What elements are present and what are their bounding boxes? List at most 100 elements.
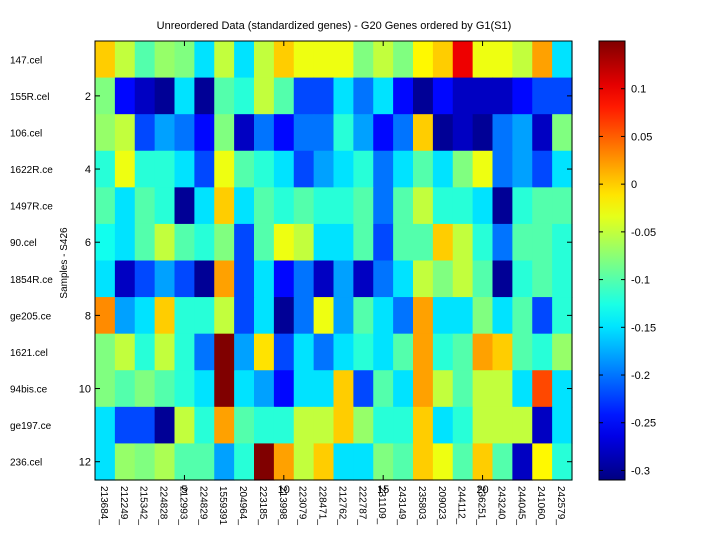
heatmap-cell bbox=[353, 77, 374, 115]
x-tick-label: 15 bbox=[377, 484, 389, 496]
heatmap-cell bbox=[214, 41, 235, 79]
heatmap-cell bbox=[432, 150, 454, 188]
y-tick-label: 12 bbox=[79, 457, 91, 469]
heatmap-cell bbox=[373, 77, 394, 115]
heatmap-cell bbox=[413, 77, 434, 115]
heatmap-cell bbox=[273, 187, 295, 225]
heatmap-cell bbox=[293, 41, 315, 79]
heatmap-cell bbox=[512, 406, 533, 445]
heatmap-cell bbox=[234, 187, 255, 225]
heatmap-cell bbox=[313, 443, 335, 481]
heatmap-cell bbox=[214, 150, 235, 188]
heatmap-cell bbox=[512, 150, 533, 188]
column-label: 212993_ bbox=[177, 486, 188, 525]
heatmap-cell bbox=[134, 150, 156, 188]
heatmap-cell bbox=[333, 114, 354, 152]
heatmap-cell bbox=[452, 406, 474, 445]
heatmap-cell bbox=[413, 297, 434, 335]
heatmap-cell bbox=[472, 223, 494, 262]
heatmap-cell bbox=[532, 297, 553, 335]
column-labels: 213684_ 212249_ 215342_ 224828_ 212993_ 22482… bbox=[98, 486, 566, 525]
heatmap-cell bbox=[432, 260, 454, 298]
heatmap-cell bbox=[373, 297, 394, 335]
column-label: 236251_ bbox=[476, 486, 487, 525]
y-tick-label: 10 bbox=[79, 384, 91, 396]
column-label: 1559391 bbox=[217, 486, 228, 525]
heatmap-cell bbox=[134, 223, 156, 262]
heatmap-cell bbox=[492, 406, 513, 445]
heatmap-cell bbox=[194, 187, 215, 225]
heatmap-cell bbox=[432, 406, 454, 445]
row-label: 147.cel bbox=[10, 55, 42, 66]
heatmap-cell bbox=[353, 333, 374, 371]
heatmap-cell bbox=[512, 297, 533, 335]
heatmap-cell bbox=[552, 443, 573, 481]
heatmap-cell bbox=[154, 41, 176, 79]
row-label: 1622R.ce bbox=[10, 165, 53, 176]
heatmap-cell bbox=[393, 187, 414, 225]
heatmap-cell bbox=[134, 406, 156, 445]
heatmap-cell bbox=[552, 297, 573, 335]
heatmap-cell bbox=[273, 114, 295, 152]
heatmap-cell bbox=[452, 114, 474, 152]
x-tick-label: 10 bbox=[278, 484, 290, 496]
heatmap-cell bbox=[472, 406, 494, 445]
heatmap-cell bbox=[234, 370, 255, 408]
colorbar-tick-label: 0.05 bbox=[631, 131, 652, 143]
y-tick-label: 6 bbox=[85, 237, 91, 249]
chart-title: Unreordered Data (standardized genes) - … bbox=[157, 20, 512, 32]
heatmap-cell bbox=[373, 333, 394, 371]
y-axis-label: Samples - S426 bbox=[59, 227, 70, 299]
heatmap-cell bbox=[532, 406, 553, 445]
heatmap-cell bbox=[174, 333, 195, 371]
heatmap-cell bbox=[114, 187, 136, 225]
heatmap-cell bbox=[134, 260, 156, 298]
heatmap-cell bbox=[373, 406, 394, 445]
heatmap-cell bbox=[333, 41, 354, 79]
heatmap-cell bbox=[532, 223, 553, 262]
heatmap-cell bbox=[154, 297, 176, 335]
heatmap-cell bbox=[353, 150, 374, 188]
heatmap-cell bbox=[472, 187, 494, 225]
heatmap-cell bbox=[313, 406, 335, 445]
heatmap-cell bbox=[234, 443, 255, 481]
heatmap-cell bbox=[114, 114, 136, 152]
heatmap-cell bbox=[293, 77, 315, 115]
heatmap-cell bbox=[492, 443, 513, 481]
heatmap-cell bbox=[313, 187, 335, 225]
heatmap-cell bbox=[393, 150, 414, 188]
heatmap-cell bbox=[254, 41, 275, 79]
heatmap-cell bbox=[194, 150, 215, 188]
colorbar-tick-label: -0.05 bbox=[631, 227, 656, 239]
heatmap-cell bbox=[393, 297, 414, 335]
column-label: 215342_ bbox=[138, 486, 149, 525]
heatmap-cell bbox=[95, 333, 116, 371]
heatmap-cell bbox=[174, 443, 195, 481]
heatmap-cell bbox=[134, 114, 156, 152]
heatmap-cell bbox=[472, 297, 494, 335]
heatmap-cell bbox=[512, 443, 533, 481]
column-label: 222787_ bbox=[356, 486, 367, 525]
colorbar-tick-label: -0.1 bbox=[631, 275, 650, 287]
heatmap-cell bbox=[393, 333, 414, 371]
column-label: 243240_ bbox=[495, 486, 506, 525]
heatmap-cell bbox=[154, 187, 176, 225]
heatmap-cell bbox=[333, 223, 354, 262]
heatmap-cell bbox=[194, 406, 215, 445]
heatmap-cell bbox=[254, 370, 275, 408]
heatmap-cell bbox=[273, 77, 295, 115]
heatmap-cell bbox=[214, 187, 235, 225]
heatmap-cell bbox=[313, 114, 335, 152]
heatmap-cell bbox=[114, 41, 136, 79]
column-label: 209023_ bbox=[436, 486, 447, 525]
row-label: 1621.cel bbox=[10, 348, 48, 359]
heatmap-cell bbox=[373, 223, 394, 262]
colorbar-tick-label: -0.2 bbox=[631, 370, 650, 382]
column-label: 244112_ bbox=[456, 486, 467, 525]
heatmap-cell bbox=[393, 41, 414, 79]
row-label: 155R.cel bbox=[10, 92, 49, 103]
heatmap-cell bbox=[194, 77, 215, 115]
heatmap-cell bbox=[114, 443, 136, 481]
heatmap-cell bbox=[254, 150, 275, 188]
heatmap-cell bbox=[154, 260, 176, 298]
